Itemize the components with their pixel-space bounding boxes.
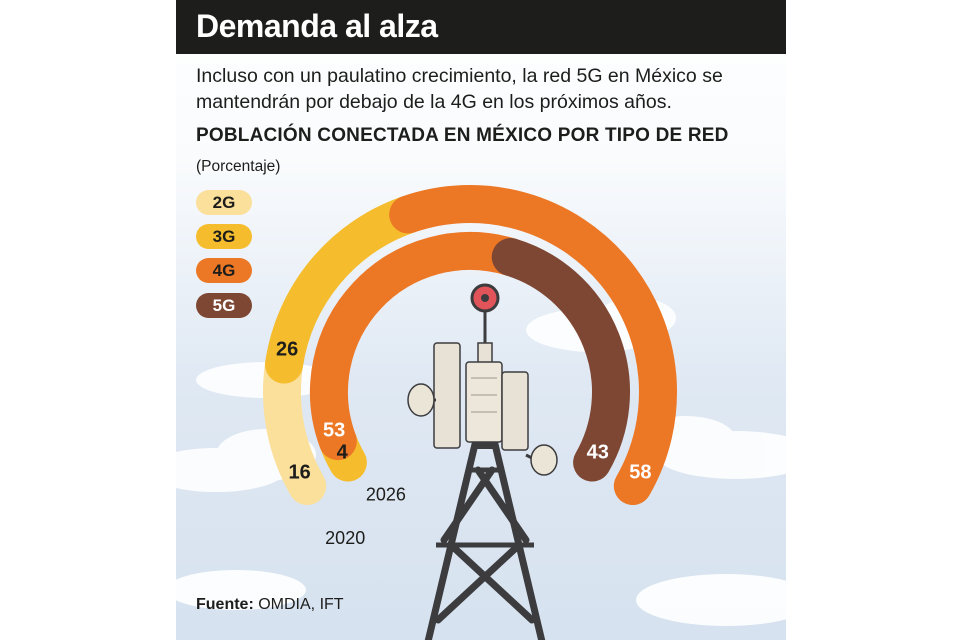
segment-2020-4g bbox=[389, 185, 677, 505]
ring-2020 bbox=[263, 185, 677, 505]
legend-item-2g: 2G bbox=[196, 190, 252, 215]
value-label-2026-5g: 43 bbox=[587, 442, 609, 464]
value-label-2020-3g: 26 bbox=[276, 338, 298, 360]
source-note: Fuente: OMDIA, IFT bbox=[196, 596, 344, 614]
title-bar: Demanda al alza bbox=[176, 0, 786, 54]
value-label-2026-4g: 53 bbox=[323, 419, 345, 441]
ring-2026 bbox=[310, 232, 630, 482]
value-label-2020-4g: 58 bbox=[629, 462, 651, 484]
legend-item-5g: 5G bbox=[196, 293, 252, 318]
legend-item-4g: 4G bbox=[196, 258, 252, 283]
source-label: Fuente: bbox=[196, 596, 254, 613]
segment-2026-4g bbox=[310, 232, 530, 461]
radial-chart: 16 26 58 2020 453 43 2026 bbox=[263, 185, 677, 548]
segment-2020-3g bbox=[265, 195, 428, 384]
year-label-2026: 2026 bbox=[366, 485, 406, 505]
value-label-2026-3g: 4 bbox=[337, 442, 349, 464]
source-text: OMDIA, IFT bbox=[253, 596, 344, 613]
unit-label: (Porcentaje) bbox=[196, 158, 281, 175]
tower-illustration bbox=[407, 283, 558, 640]
value-label-2020-2g: 16 bbox=[288, 462, 310, 484]
year-label-2020: 2020 bbox=[325, 528, 365, 548]
page-title: Demanda al alza bbox=[196, 8, 438, 44]
segment-2026-5g bbox=[491, 238, 630, 482]
legend-item-3g: 3G bbox=[196, 224, 252, 249]
chart-title: POBLACIÓN CONECTADA EN MÉXICO POR TIPO D… bbox=[196, 125, 729, 146]
subtitle: Incluso con un paulatino crecimiento, la… bbox=[196, 65, 723, 113]
infographic-card: Demanda al alza Incluso con un paulatino… bbox=[176, 0, 786, 640]
